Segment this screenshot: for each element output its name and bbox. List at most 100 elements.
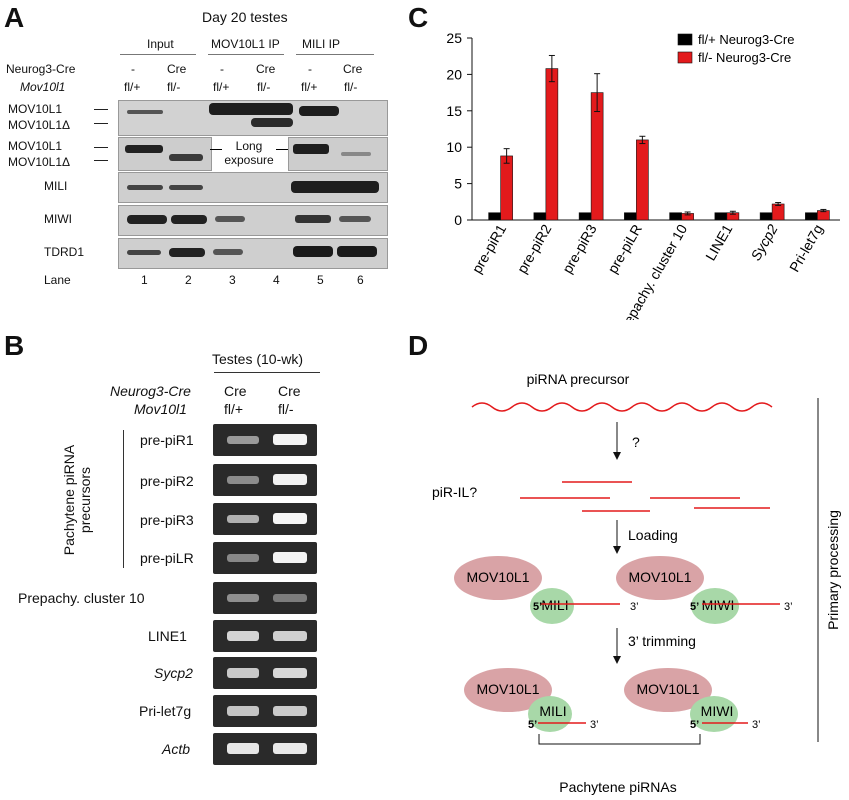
five-prime-label: 5’	[533, 601, 542, 613]
lane-2: 2	[185, 273, 192, 287]
mov10l1-protein	[616, 556, 704, 600]
panel-b-header: Testes (10-wk)	[212, 351, 304, 367]
cre-lane-3: -	[220, 62, 224, 76]
group-line-mili	[296, 54, 374, 55]
blot-label-tdrd1: TDRD1	[44, 245, 85, 259]
genotype-lane-3: fl/+	[213, 80, 230, 94]
bar-knockout	[771, 203, 785, 221]
x-tick-label: Sycp2	[747, 221, 780, 263]
primary-processing-label: Primary processing	[825, 510, 841, 630]
b-row-pre-pir1: pre-piR1	[140, 432, 194, 448]
arrow-left-icon	[210, 149, 222, 150]
gel-prepachy	[213, 582, 317, 614]
marker-line	[94, 123, 108, 124]
lane-label: Lane	[44, 273, 71, 287]
mov10l1-protein	[464, 668, 552, 712]
bar-control	[578, 212, 592, 221]
genotype-lane-2: fl/-	[167, 80, 181, 94]
gel-sycp2	[213, 657, 317, 689]
panel-a-letter: A	[4, 2, 25, 33]
arrowhead-2	[613, 546, 621, 554]
x-tick-label: Pri-let7g	[786, 222, 826, 275]
group-label-pachytene: Pachytene piRNA precursors	[61, 420, 95, 580]
lane-1: 1	[141, 273, 148, 287]
panel-b-letter: B	[4, 330, 25, 361]
x-tick-label: LINE1	[702, 221, 735, 263]
cre-lane-2: Cre	[167, 62, 187, 76]
b-row-label-neurog3: Neurog3-Cre	[110, 383, 191, 399]
trimming-label: 3’ trimming	[628, 633, 696, 649]
mov10l1-protein	[624, 668, 712, 712]
row-label-mov10l1: Mov10l1	[20, 80, 66, 94]
gel-actb	[213, 733, 317, 765]
gel-pre-pilr	[213, 542, 317, 574]
bar-knockout	[500, 155, 513, 221]
mili-protein	[530, 588, 574, 624]
b-row-label-mov10l1: Mov10l1	[134, 401, 187, 417]
b-row-line1: LINE1	[148, 628, 187, 644]
five-prime-label: 5’	[528, 719, 537, 731]
y-tick-label: 25	[446, 30, 462, 46]
pachytene-bracket	[538, 734, 701, 745]
three-prime-label: 3’	[630, 601, 639, 613]
blot-mov10l1-long-right	[288, 137, 388, 171]
group-mov10l1-ip: MOV10L1 IP	[211, 37, 280, 51]
panel-c-letter: C	[408, 2, 429, 33]
b-col2-line1: Cre	[278, 383, 301, 399]
arrowhead-3	[613, 656, 621, 664]
legend-label: fl/- Neurog3-Cre	[698, 50, 791, 65]
mov10l1-label: MOV10L1	[466, 569, 529, 585]
group-input: Input	[147, 37, 174, 51]
cre-lane-6: Cre	[343, 62, 363, 76]
gel-line1	[213, 620, 317, 652]
bar-control	[805, 212, 818, 221]
lane-6: 6	[357, 273, 364, 287]
blot-miwi	[118, 205, 388, 236]
b-row-pri-let7g: Pri-let7g	[139, 703, 192, 719]
blot-label-miwi: MIWI	[44, 212, 72, 226]
bar-control	[533, 212, 547, 221]
bar-chart: 0 5 10 15 20 25 pre-piR1 pre-piR2 pre-piR3 pre-pi…	[446, 30, 840, 320]
cre-lane-1: -	[131, 62, 135, 76]
mili-label: MILI	[541, 597, 568, 613]
lane-3: 3	[229, 273, 236, 287]
bar-control	[669, 212, 682, 221]
marker-line	[94, 109, 108, 110]
x-tick-label: pre-piLR	[604, 222, 645, 277]
bar-knockout	[545, 68, 559, 221]
gel-pre-pir2	[213, 464, 317, 496]
genotype-lane-4: fl/-	[257, 80, 271, 94]
panel-d-letter: D	[408, 330, 429, 361]
row-label-neurog3: Neurog3-Cre	[6, 62, 76, 76]
precursor-label: piRNA precursor	[527, 371, 630, 387]
bar-control	[759, 212, 773, 221]
panel-a-title: Day 20 testes	[202, 9, 288, 25]
y-tick-label: 15	[446, 103, 462, 119]
blot-label-mov10l1-delta: MOV10L1Δ	[8, 118, 71, 132]
header-underline	[214, 372, 320, 373]
miwi-label: MIWI	[701, 703, 734, 719]
blot-mov10l1-short	[118, 100, 388, 136]
group-label-line1: Pachytene piRNA	[61, 444, 77, 556]
b-row-pre-pilr: pre-piLR	[140, 550, 194, 566]
pir-il-label: piR-IL?	[432, 484, 477, 500]
bar-knockout	[636, 139, 649, 221]
blot-mov10l1-long-left	[118, 137, 212, 171]
three-prime-label: 3’	[752, 719, 761, 731]
blot-label-mov10l1: MOV10L1	[8, 102, 63, 116]
legend-label: fl/+ Neurog3-Cre	[698, 32, 794, 47]
lane-5: 5	[317, 273, 324, 287]
genotype-lane-1: fl/+	[124, 80, 141, 94]
three-prime-label: 3’	[590, 719, 599, 731]
group-line-input	[120, 54, 196, 55]
mov10l1-label: MOV10L1	[628, 569, 691, 585]
b-col1-line2: fl/+	[224, 401, 244, 417]
legend-swatch	[677, 51, 693, 64]
pathway-diagram: piRNA precursor Primary processing ? piR…	[432, 371, 841, 795]
blot-label-mov10l1-long: MOV10L1	[8, 139, 63, 153]
group-line-mov10l1	[208, 54, 284, 55]
b-col2-line2: fl/-	[278, 401, 294, 417]
blot-label-mili: MILI	[44, 179, 68, 193]
y-tick-label: 10	[446, 139, 462, 155]
b-row-pre-pir2: pre-piR2	[140, 473, 194, 489]
